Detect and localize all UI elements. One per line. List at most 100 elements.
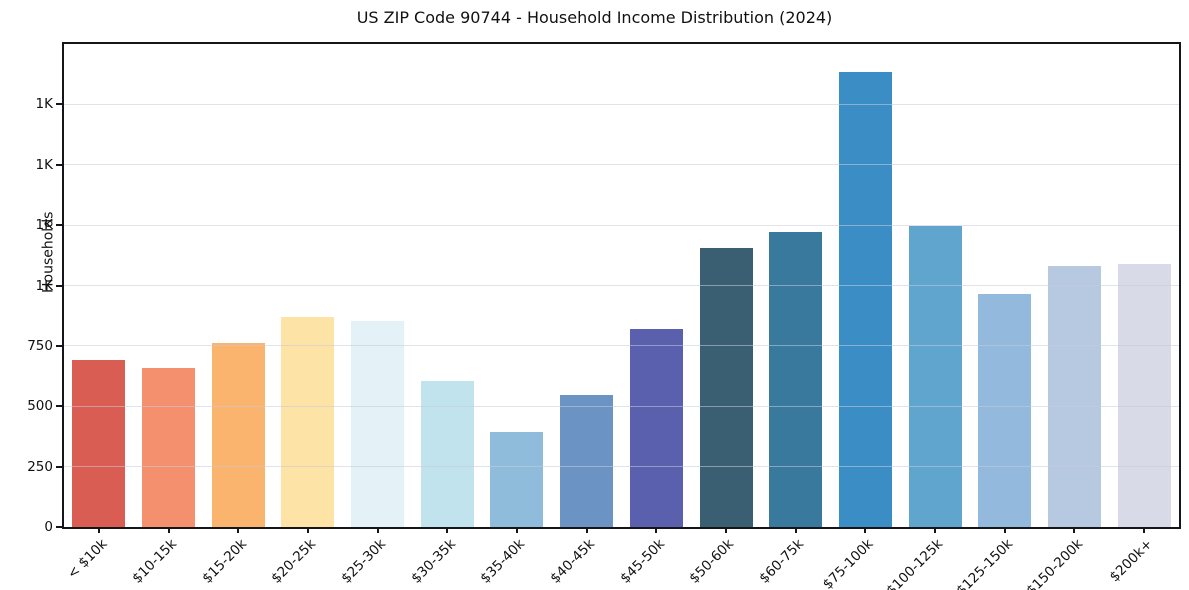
y-tick-label: 750 [27, 337, 53, 354]
x-tick [794, 527, 797, 533]
x-tick-slot: $15-20k [199, 527, 273, 587]
x-tick-label: $35-40k [477, 536, 529, 587]
x-tick-slot: $30-35k [408, 527, 482, 587]
y-tick [56, 465, 62, 468]
x-tick-label: $50-60k [686, 536, 738, 587]
y-tick [56, 526, 62, 528]
y-tick-label: 1K [35, 96, 53, 113]
x-tick [655, 527, 658, 533]
x-tick-slot: $75-100k [820, 527, 901, 590]
bar-< $10k [72, 360, 126, 527]
bar-slot [343, 44, 413, 527]
bar-$60-75k [769, 232, 823, 527]
x-tick [1073, 527, 1076, 533]
chart-title: US ZIP Code 90744 - Household Income Dis… [356, 8, 833, 27]
y-tick [56, 103, 62, 106]
bar-$125-150k [978, 293, 1032, 527]
bars-container [64, 44, 1179, 527]
x-tick [934, 527, 937, 533]
gridline [64, 466, 1179, 468]
plot-area: < $10k $10-15k $15-20k $20-25k $25-30k $30-35… [27, 42, 1181, 590]
x-tick-label: $25-30k [338, 536, 389, 587]
x-tick [167, 527, 170, 533]
bar-$45-50k [629, 328, 683, 527]
bar-$10-15k [142, 367, 195, 527]
y-tick [56, 405, 62, 408]
bar-slot [134, 44, 204, 527]
gridline [64, 405, 1179, 407]
bar-$15-20k [211, 343, 265, 527]
bar-$30-35k [420, 380, 474, 527]
bar-$25-30k [351, 320, 405, 527]
x-tick-slot: $45-50k [617, 527, 692, 587]
x-tick-slot: < $10k [64, 527, 134, 582]
bar-slot [412, 44, 482, 527]
x-tick-label: < $10k [64, 536, 111, 583]
bar-slot [64, 44, 134, 527]
x-tick [376, 527, 379, 533]
bar-slot [831, 44, 901, 527]
bar-slot [552, 44, 622, 527]
y-tick-label: 1K [35, 156, 53, 173]
x-tick [725, 527, 728, 533]
bar-$200k+ [1117, 263, 1171, 527]
x-tick-label: $75-100k [819, 536, 877, 590]
x-tick-label: $10-15k [129, 536, 180, 587]
bar-$100-125k [908, 226, 962, 527]
x-tick-slot: $100-125k [884, 527, 970, 590]
x-tick-label: $45-50k [616, 536, 668, 587]
y-tick [56, 224, 62, 227]
bar-$40-45k [560, 395, 614, 527]
x-tick [237, 527, 240, 533]
y-tick [56, 163, 62, 166]
bar-slot [761, 44, 831, 527]
bar-slot [691, 44, 761, 527]
gridline [64, 164, 1179, 166]
x-tick-slot: $40-45k [547, 527, 622, 587]
y-tick-label: 500 [27, 398, 53, 415]
x-tick-slot: $125-150k [953, 527, 1040, 590]
bar-slot [273, 44, 343, 527]
x-tick-label: $125-150k [953, 536, 1017, 590]
x-tick [515, 527, 518, 533]
y-tick-label: 0 [44, 519, 53, 535]
x-axis: < $10k $10-15k $15-20k $20-25k $25-30k $30-35… [64, 527, 1179, 590]
bar-slot [1109, 44, 1179, 527]
bar-$20-25k [281, 316, 335, 527]
x-tick-slot: $60-75k [756, 527, 831, 587]
bar-$75-100k [838, 71, 892, 527]
bar-slot [1040, 44, 1110, 527]
x-tick-label: $40-45k [547, 536, 598, 587]
gridline [64, 103, 1179, 105]
x-tick-slot: $50-60k [687, 527, 761, 587]
bar-slot [970, 44, 1040, 527]
y-tick-label: 1K [35, 217, 53, 234]
x-tick-slot: $200k+ [1106, 527, 1179, 585]
gridline [64, 345, 1179, 347]
y-tick-label: 250 [27, 458, 53, 475]
y-tick-label: 1K [35, 277, 53, 294]
x-tick [864, 527, 867, 533]
y-tick [56, 344, 62, 347]
x-tick [446, 527, 449, 533]
x-tick-slot: $150-200k [1023, 527, 1110, 590]
x-tick-slot: $25-30k [338, 527, 413, 587]
bar-slot [900, 44, 970, 527]
x-tick-label: $20-25k [268, 536, 320, 587]
x-tick-label: $15-20k [198, 536, 250, 587]
x-tick [97, 527, 100, 533]
x-tick-label: $100-125k [883, 536, 947, 590]
x-tick-label: $150-200k [1022, 536, 1086, 590]
x-tick-slot: $10-15k [129, 527, 204, 587]
x-tick [585, 527, 588, 533]
y-tick [56, 284, 62, 287]
x-tick-label: $60-75k [756, 536, 808, 587]
x-tick-slot: $20-25k [269, 527, 343, 587]
bar-$50-60k [699, 248, 753, 527]
bar-slot [482, 44, 552, 527]
x-tick-label: $200k+ [1106, 536, 1156, 586]
x-tick-slot: $35-40k [478, 527, 552, 587]
x-tick [1143, 527, 1146, 533]
x-tick [306, 527, 309, 533]
